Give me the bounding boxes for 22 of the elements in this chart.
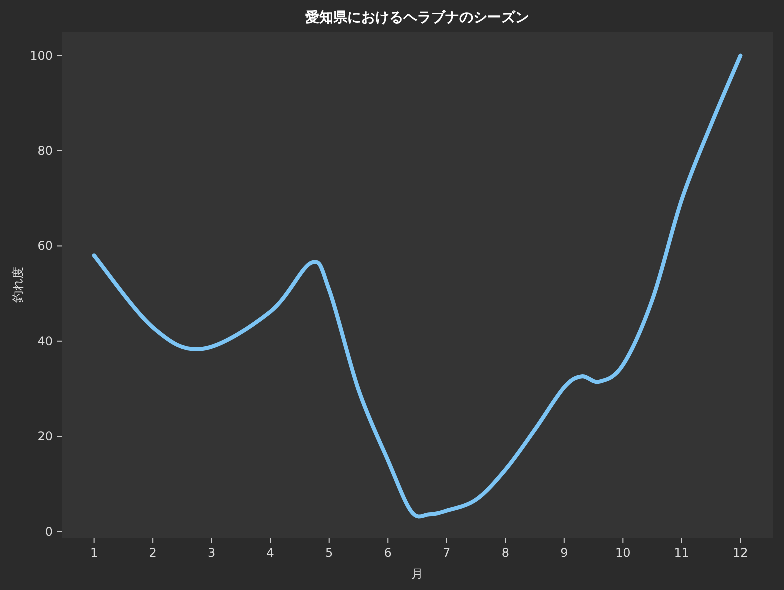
line-series: [92, 54, 743, 518]
y-tick-label: 20: [38, 430, 53, 444]
y-tick-label: 40: [38, 334, 53, 348]
x-tick-label: 9: [560, 546, 568, 560]
x-tick-label: 3: [208, 546, 216, 560]
y-tick-label: 100: [30, 48, 53, 63]
x-tick-label: 5: [326, 546, 334, 560]
y-tick-label: 80: [38, 144, 53, 158]
y-tick-label: 60: [38, 239, 53, 254]
x-tick-label: 10: [616, 546, 631, 560]
x-tick-label: 7: [443, 546, 451, 560]
x-tick-label: 2: [149, 546, 157, 560]
chart-title: 愛知県におけるヘラブナのシーズン: [306, 9, 530, 26]
x-tick-label: 8: [502, 546, 510, 560]
x-tick-label: 1: [90, 546, 98, 560]
x-tick-label: 12: [733, 546, 748, 560]
x-tick-label: 4: [266, 546, 274, 560]
y-tick-label: 0: [45, 524, 53, 539]
y-axis-title: 釣れ度: [11, 267, 25, 303]
x-tick-label: 6: [384, 546, 392, 560]
x-tick-label: 11: [674, 546, 690, 560]
x-axis-title: 月: [412, 567, 424, 581]
